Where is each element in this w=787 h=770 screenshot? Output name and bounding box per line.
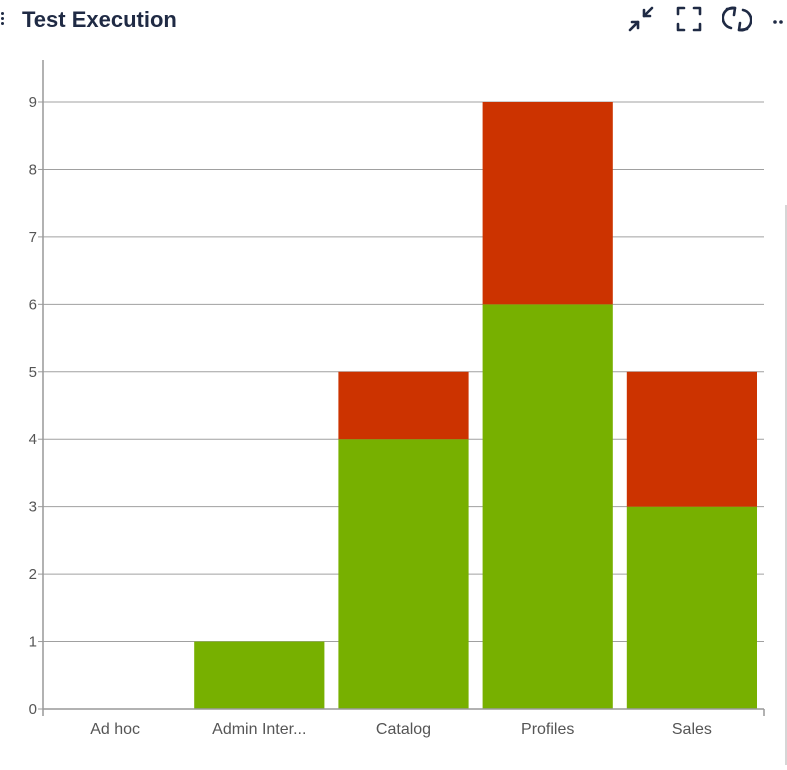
y-tick-label: 2 (29, 566, 37, 583)
widget-title: Test Execution (22, 7, 177, 32)
y-tick-label: 3 (29, 499, 37, 516)
bar-segment[interactable] (338, 371, 469, 440)
y-tick-label: 7 (29, 229, 37, 246)
stacked-bar-chart: 0 1 2 3 4 5 6 7 8 9 Ad hoc Admin Inter... Catalog Pro… (29, 60, 765, 738)
scrollbar-track[interactable] (785, 205, 787, 765)
widget-header: Test Execution (0, 0, 787, 40)
bar-segment[interactable] (626, 506, 757, 709)
drag-handle-icon[interactable] (0, 10, 6, 28)
bar-segment[interactable] (338, 439, 469, 709)
bar-segment[interactable] (482, 304, 613, 709)
y-tick-label: 0 (29, 701, 37, 718)
y-tick-label: 1 (29, 634, 37, 651)
bar-segment[interactable] (626, 371, 757, 507)
x-tick-label: Profiles (521, 721, 574, 738)
y-tick-label: 8 (29, 161, 37, 178)
collapse-icon[interactable] (626, 4, 656, 34)
y-tick-label: 5 (29, 364, 37, 381)
y-tick-label: 9 (29, 94, 37, 111)
fullscreen-icon[interactable] (674, 4, 704, 34)
x-tick-label: Ad hoc (90, 721, 140, 738)
y-tick-label: 6 (29, 296, 37, 313)
chart-area: 0 1 2 3 4 5 6 7 8 9 Ad hoc Admin Inter... Catalog Pro… (0, 40, 787, 765)
x-tick-label: Admin Inter... (212, 721, 306, 738)
y-tick-label: 4 (29, 431, 37, 448)
bar-segment[interactable] (194, 641, 325, 709)
bar-segment[interactable] (482, 102, 613, 305)
more-icon[interactable] (770, 4, 786, 34)
x-tick-label: Sales (672, 721, 712, 738)
refresh-icon[interactable] (722, 4, 752, 34)
x-tick-label: Catalog (376, 721, 431, 738)
